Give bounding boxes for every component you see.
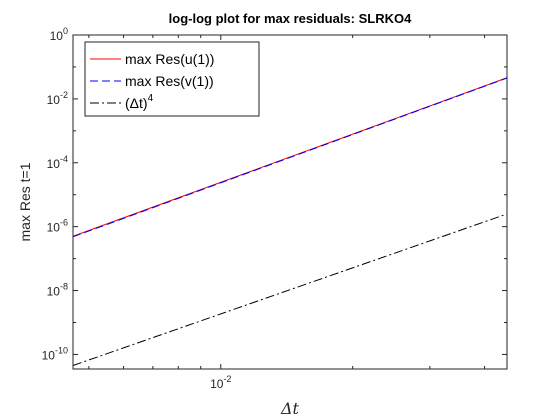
y-axis-label: max Res t=1 bbox=[17, 162, 33, 241]
legend-box bbox=[84, 41, 260, 117]
legend-label-2: max Res(v(1)) bbox=[125, 73, 214, 89]
series-line-2 bbox=[72, 77, 508, 238]
series-layer bbox=[72, 77, 508, 366]
x-tick-labels: 10-2 bbox=[210, 374, 231, 391]
legend-entries: max Res(u(1)) max Res(v(1)) (Δt)4 bbox=[90, 51, 214, 111]
legend: max Res(u(1)) max Res(v(1)) (Δt)4 bbox=[84, 41, 260, 117]
x-axis-label: Δt bbox=[280, 399, 300, 418]
x-tick-label: 10-2 bbox=[210, 374, 231, 391]
series-line-3 bbox=[72, 213, 508, 366]
axes-box bbox=[72, 34, 508, 370]
y-tick-label: 10-8 bbox=[47, 282, 68, 299]
chart-title: log-log plot for max residuals: SLRKO4 bbox=[169, 11, 412, 26]
y-tick-label: 10-6 bbox=[47, 218, 68, 235]
y-tick-label: 10-4 bbox=[47, 154, 68, 171]
y-tick-label: 10-10 bbox=[42, 345, 68, 362]
legend-label-3: (Δt)4 bbox=[125, 93, 154, 111]
legend-label-1: max Res(u(1)) bbox=[125, 51, 214, 67]
y-tick-label: 10-2 bbox=[47, 90, 68, 107]
y-tick-label: 100 bbox=[50, 26, 68, 43]
y-tick-labels: 100 10-2 10-4 10-6 10-8 10-10 bbox=[42, 26, 68, 362]
